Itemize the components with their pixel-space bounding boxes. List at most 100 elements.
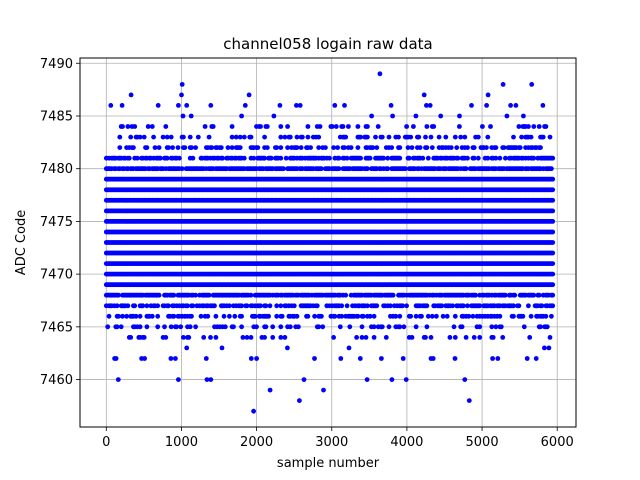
data-point — [528, 313, 534, 319]
data-point — [171, 313, 177, 319]
data-point — [116, 313, 121, 319]
data-point — [365, 303, 370, 309]
data-point — [466, 313, 472, 319]
data-point — [360, 313, 366, 319]
data-point — [168, 134, 174, 140]
data-point — [232, 313, 238, 319]
data-point — [229, 124, 235, 129]
data-point — [373, 134, 378, 140]
data-point — [465, 155, 470, 161]
data-point — [550, 282, 556, 288]
data-point — [471, 335, 477, 340]
data-point — [300, 134, 305, 140]
data-point — [201, 335, 207, 340]
data-point — [282, 134, 288, 140]
data-point — [550, 197, 556, 203]
data-point — [447, 335, 453, 340]
data-point — [248, 335, 254, 340]
data-point — [270, 335, 276, 340]
data-point — [285, 145, 290, 151]
data-point — [178, 324, 184, 330]
data-point — [550, 261, 556, 266]
data-point — [428, 134, 434, 140]
data-point — [278, 145, 284, 151]
data-point — [241, 155, 247, 161]
data-point — [248, 134, 254, 140]
data-point — [193, 324, 199, 330]
data-point — [229, 145, 235, 151]
data-point — [287, 134, 293, 140]
data-point — [263, 324, 269, 330]
data-point — [266, 313, 271, 319]
data-point — [539, 303, 545, 309]
data-point — [503, 155, 508, 161]
data-point — [452, 134, 458, 140]
data-point — [171, 292, 177, 298]
data-point — [452, 313, 458, 319]
data-point — [526, 303, 531, 309]
data-point — [390, 292, 396, 298]
data-point — [320, 324, 326, 330]
data-point — [294, 313, 300, 319]
data-point — [550, 187, 556, 193]
data-point — [549, 313, 554, 319]
data-point — [417, 145, 423, 151]
data-point — [227, 313, 232, 319]
data-point — [420, 155, 426, 161]
data-point — [258, 124, 263, 129]
data-point — [358, 134, 363, 140]
data-point — [397, 155, 403, 161]
data-point — [166, 145, 171, 151]
data-point — [519, 134, 524, 140]
data-point — [278, 335, 284, 340]
data-point — [141, 335, 147, 340]
data-point — [423, 335, 428, 340]
data-point — [497, 155, 503, 161]
data-point — [342, 145, 347, 151]
data-point — [209, 145, 215, 151]
data-point — [291, 303, 297, 309]
data-point — [485, 134, 491, 140]
data-point — [164, 155, 170, 161]
data-point — [550, 240, 556, 245]
data-point — [149, 313, 155, 319]
data-point — [251, 155, 257, 161]
data-point — [339, 303, 345, 309]
data-point — [163, 124, 169, 129]
data-point — [278, 324, 284, 330]
data-point — [137, 313, 143, 319]
data-point — [550, 271, 556, 277]
data-point — [140, 303, 146, 309]
data-point — [125, 303, 131, 309]
data-point — [198, 313, 204, 319]
data-point — [137, 324, 143, 330]
data-point — [538, 145, 543, 151]
data-point — [205, 313, 211, 319]
data-point — [475, 134, 481, 140]
data-point — [263, 303, 269, 309]
data-point — [337, 324, 343, 330]
data-point — [536, 292, 542, 298]
data-point — [343, 292, 349, 298]
data-point — [439, 303, 445, 309]
data-point — [231, 324, 236, 330]
data-point — [239, 303, 245, 309]
data-point — [312, 313, 317, 319]
data-point — [186, 335, 192, 340]
data-point — [404, 303, 409, 309]
data-point — [374, 303, 380, 309]
data-point — [381, 155, 386, 161]
data-point — [471, 145, 477, 151]
data-point — [179, 166, 185, 172]
data-point — [452, 335, 458, 340]
data-point — [189, 145, 194, 151]
data-point — [385, 166, 391, 172]
data-point — [227, 303, 232, 309]
data-point — [544, 324, 550, 330]
data-point — [248, 292, 254, 298]
data-point — [461, 303, 466, 309]
data-point — [425, 155, 431, 161]
data-point — [363, 335, 369, 340]
data-point — [255, 145, 261, 151]
